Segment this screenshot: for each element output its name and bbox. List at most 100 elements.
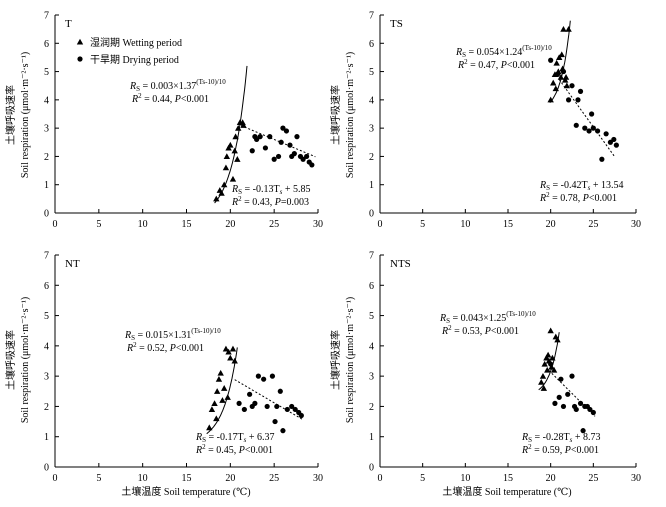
wetting-point bbox=[227, 354, 234, 361]
panel-nts: 0 1 2 3 4 5 6 7 0 5 10 15 20 25 30 NTS RS = 0.043×1.25(T… bbox=[369, 251, 641, 485]
drying-point bbox=[611, 136, 617, 143]
y-tick-label: 4 bbox=[369, 95, 374, 106]
exp-fit-line bbox=[214, 65, 248, 204]
linear-fit-line bbox=[234, 379, 303, 420]
drying-point bbox=[304, 153, 310, 160]
drying-point bbox=[278, 139, 284, 145]
drying-point bbox=[277, 388, 283, 394]
wetting-point bbox=[229, 345, 237, 352]
y-tick-label: 1 bbox=[369, 180, 374, 191]
drying-point bbox=[287, 142, 293, 148]
y-tick-label: 0 bbox=[369, 463, 374, 474]
drying-point bbox=[582, 125, 588, 131]
drying-point bbox=[284, 406, 290, 413]
wetting-point bbox=[550, 366, 558, 373]
y-axis-title: 土壤呼吸速率 Soil respiration (μmol·m⁻²·s⁻¹) bbox=[329, 52, 356, 178]
drying-point bbox=[565, 391, 571, 397]
wetting-point bbox=[557, 74, 565, 80]
exp-equation-line2: R2 = 0.53, P<0.001 bbox=[441, 324, 519, 337]
drying-point bbox=[607, 139, 614, 145]
y-tick-label: 3 bbox=[369, 372, 374, 383]
drying-point bbox=[271, 156, 277, 162]
wetting-point bbox=[543, 354, 550, 361]
x-tick-label: 0 bbox=[53, 219, 58, 230]
x-tick-label: 25 bbox=[588, 473, 598, 484]
x-tick-label: 20 bbox=[546, 219, 556, 230]
linear-fit-line bbox=[240, 125, 316, 158]
x-axis-title-right: 土壤温度 Soil temperature (℃) bbox=[442, 485, 571, 498]
drying-point bbox=[599, 156, 605, 162]
legend-drying-marker bbox=[77, 56, 83, 62]
y-axis-title-en: Soil respiration (μmol·m⁻²·s⁻¹) bbox=[20, 297, 31, 423]
y-axis-title: 土壤呼吸速率 Soil respiration (μmol·m⁻²·s⁻¹) bbox=[329, 297, 356, 423]
wetting-point bbox=[208, 406, 216, 413]
drying-point bbox=[289, 403, 295, 410]
x-tick-label: 5 bbox=[420, 219, 425, 230]
drying-point bbox=[249, 148, 255, 154]
drying-point bbox=[280, 125, 286, 131]
drying-point bbox=[589, 111, 595, 117]
linear-equation-line2: R2 = 0.45, P<0.001 bbox=[195, 443, 273, 456]
x-tick-label: 10 bbox=[138, 473, 148, 484]
wetting-point bbox=[547, 327, 554, 334]
drying-point bbox=[280, 428, 286, 434]
drying-point bbox=[548, 57, 554, 63]
drying-point bbox=[292, 406, 298, 413]
y-tick-label: 7 bbox=[44, 251, 49, 262]
x-tick-label: 15 bbox=[503, 219, 513, 230]
drying-point bbox=[587, 406, 593, 413]
wetting-point bbox=[213, 415, 220, 422]
wetting-point bbox=[218, 190, 225, 196]
y-tick-label: 0 bbox=[44, 463, 49, 474]
legend-wetting-label: 湿润期 Wetting period bbox=[90, 36, 182, 49]
legend: 湿润期 Wetting period 干旱期 Drying period bbox=[76, 36, 182, 66]
wetting-point bbox=[227, 141, 234, 148]
y-axis-title-cn: 土壤呼吸速率 bbox=[329, 330, 342, 390]
drying-point bbox=[264, 403, 270, 410]
linear-equation-line2: R2 = 0.43, P=0.003 bbox=[231, 195, 309, 208]
x-tick-label: 20 bbox=[546, 473, 556, 484]
drying-point bbox=[298, 412, 304, 419]
drying-point bbox=[560, 403, 567, 410]
y-tick-label: 7 bbox=[369, 251, 374, 262]
x-tick-label: 5 bbox=[96, 473, 101, 484]
exp-equation-line1: RS = 0.043×1.25(Ts-10)/10 bbox=[439, 310, 536, 325]
x-axis-title-left: 土壤温度 Soil temperature (℃) bbox=[121, 485, 250, 498]
drying-point bbox=[269, 373, 276, 379]
wetting-point bbox=[232, 133, 239, 140]
linear-fit-line bbox=[548, 370, 596, 417]
drying-point bbox=[291, 151, 297, 157]
x-tick-label: 30 bbox=[631, 219, 641, 230]
wetting-point bbox=[565, 25, 572, 32]
wetting-point bbox=[235, 124, 242, 131]
exp-equation-line1: RS = 0.054×1.24(Ts-10)/10 bbox=[455, 44, 552, 59]
linear-equation-line1: RS = -0.28Ts + 8.73 bbox=[521, 432, 600, 444]
drying-point bbox=[236, 400, 242, 406]
drying-point bbox=[247, 391, 253, 397]
drying-point bbox=[577, 88, 584, 94]
drying-point bbox=[571, 403, 578, 410]
x-tick-label: 0 bbox=[378, 473, 383, 484]
legend-wetting-marker bbox=[76, 38, 84, 45]
wetting-point bbox=[550, 79, 557, 86]
y-tick-label: 0 bbox=[369, 209, 374, 220]
exp-fit-line bbox=[549, 20, 571, 104]
y-tick-label: 3 bbox=[44, 372, 49, 383]
linear-equation-line1: RS = -0.17Ts + 6.37 bbox=[195, 432, 274, 444]
x-tick-label: 15 bbox=[182, 219, 192, 230]
y-tick-label: 2 bbox=[44, 152, 49, 163]
drying-point bbox=[272, 418, 278, 425]
y-tick-label: 3 bbox=[369, 124, 374, 135]
drying-point bbox=[575, 97, 581, 103]
drying-point bbox=[548, 361, 554, 367]
y-tick-label: 1 bbox=[44, 180, 49, 191]
y-axis-title: 土壤呼吸速率 Soil respiration (μmol·m⁻²·s⁻¹) bbox=[4, 52, 31, 178]
exp-equation-line1: RS = 0.003×1.37(Ts-10)/10 bbox=[129, 78, 226, 93]
x-tick-label: 10 bbox=[460, 473, 470, 484]
wetting-point bbox=[234, 156, 241, 162]
x-tick-label: 15 bbox=[503, 473, 513, 484]
x-tick-label: 20 bbox=[225, 219, 235, 230]
x-tick-label: 25 bbox=[588, 219, 598, 230]
wetting-point bbox=[554, 336, 561, 343]
